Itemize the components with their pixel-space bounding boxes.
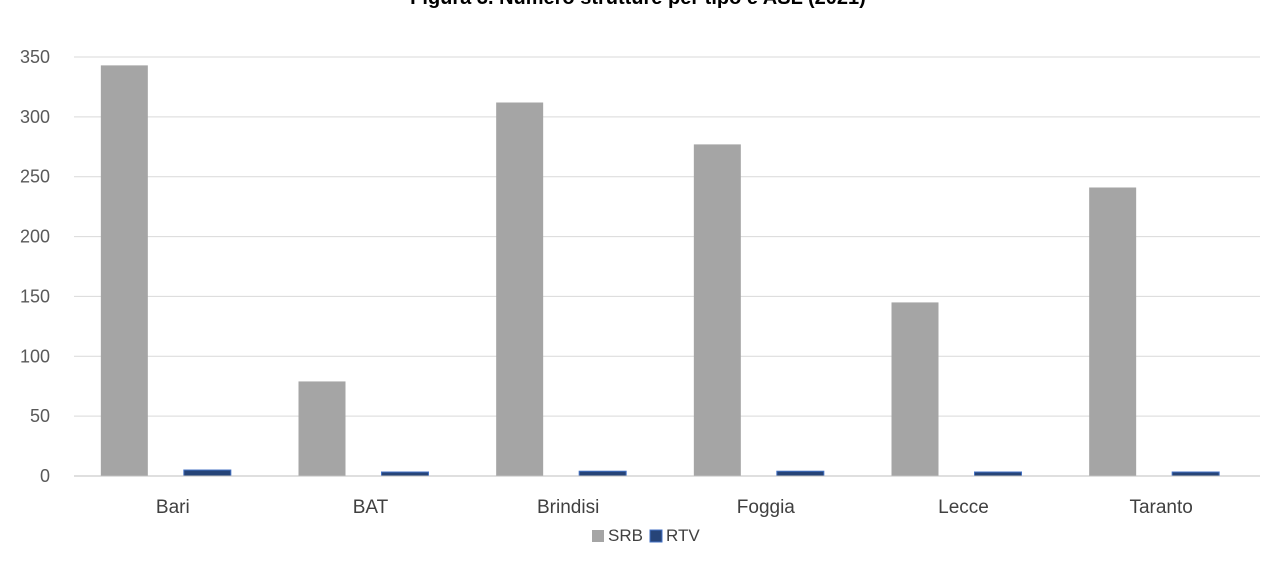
x-category-label: Lecce	[938, 497, 989, 518]
x-category-label: BAT	[353, 497, 389, 518]
bar-srb-brindisi	[496, 102, 544, 477]
y-tick-label: 250	[20, 167, 50, 187]
x-category-label: Brindisi	[537, 497, 599, 518]
y-axis-ticks: 0 50 100 150 200 250 300 350	[20, 47, 50, 486]
y-tick-label: 100	[20, 346, 50, 366]
bar-srb-foggia	[693, 144, 741, 477]
bar-srb-bari	[100, 65, 148, 476]
x-category-label: Bari	[156, 497, 190, 518]
gridlines	[74, 56, 1260, 417]
bar-rtv-bat	[381, 471, 429, 477]
y-tick-label: 0	[40, 466, 50, 486]
bar-rtv-taranto	[1171, 471, 1220, 477]
y-tick-label: 200	[20, 227, 50, 247]
legend-swatch-srb	[592, 530, 604, 542]
legend-label-srb: SRB	[608, 526, 643, 545]
legend-label-rtv: RTV	[666, 526, 700, 545]
x-category-label: Foggia	[737, 497, 796, 518]
bar-srb-lecce	[891, 302, 939, 476]
y-tick-label: 50	[30, 406, 50, 426]
bars	[100, 65, 1220, 477]
x-axis-categories: Bari BAT Brindisi Foggia Lecce Taranto	[156, 497, 1193, 518]
bar-srb-bat	[298, 381, 346, 476]
bar-rtv-brindisi	[578, 470, 627, 477]
legend: SRB RTV	[592, 526, 700, 545]
bar-rtv-lecce	[974, 471, 1022, 477]
bar-rtv-bari	[183, 469, 232, 477]
chart-title: Figura 3. Numero strutture per tipo e AS…	[410, 0, 866, 9]
y-tick-label: 150	[20, 286, 50, 306]
x-category-label: Taranto	[1129, 497, 1192, 518]
legend-swatch-rtv	[649, 529, 663, 543]
bar-rtv-foggia	[776, 470, 825, 477]
y-tick-label: 350	[20, 47, 50, 67]
y-tick-label: 300	[20, 107, 50, 127]
bar-srb-taranto	[1089, 187, 1137, 476]
